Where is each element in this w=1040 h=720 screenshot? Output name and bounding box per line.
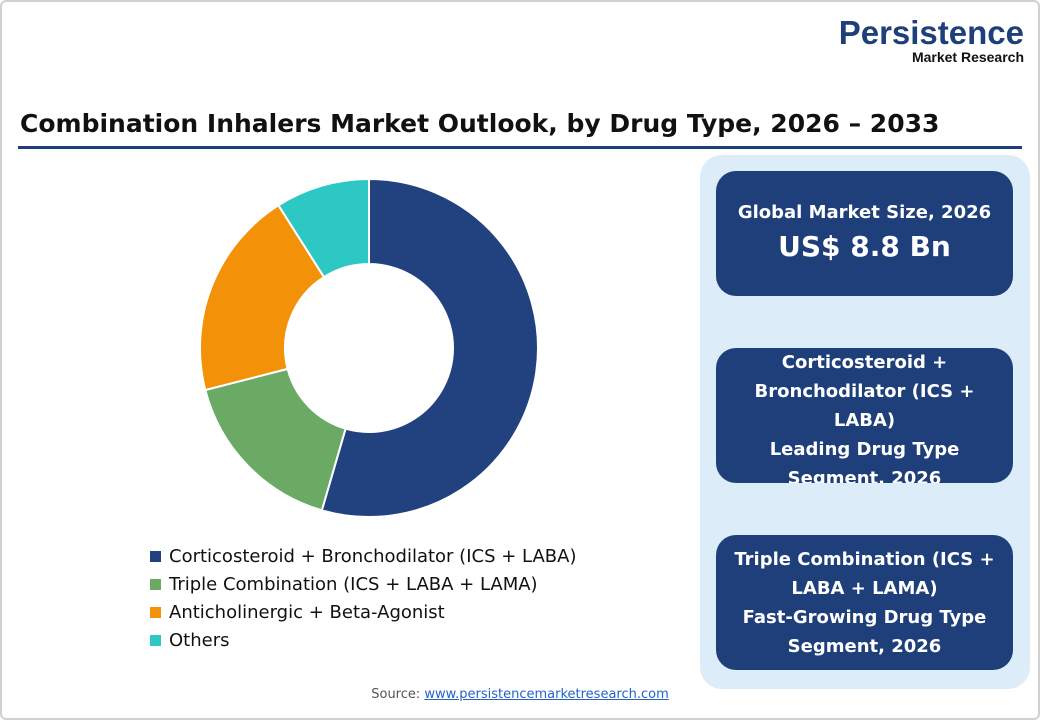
legend-swatch [150,578,161,590]
legend-swatch [150,550,161,562]
market-size-card: Global Market Size, 2026 US$ 8.8 Bn [716,171,1013,296]
logo-name: Persistence [838,14,1024,51]
legend-item: Corticosteroid + Bronchodilator (ICS + L… [150,542,576,570]
donut-slice [199,203,326,392]
chart-title: Combination Inhalers Market Outlook, by … [20,109,940,138]
logo-subtitle: Market Research [911,49,1024,65]
leading-segment-card: Corticosteroid + Bronchodilator (ICS + L… [716,348,1013,483]
card-line: Leading Drug Type [769,439,960,460]
donut-slice [320,177,539,518]
source-label: Source: [371,687,421,702]
legend-label: Others [169,629,230,651]
card-line: LABA + LAMA) [791,578,938,599]
legend-swatch [150,606,161,618]
card-line: LABA) [833,410,896,431]
card-line: Corticosteroid + [781,352,948,373]
title-divider [18,146,1022,149]
source-link[interactable]: www.persistencemarketresearch.com [424,687,669,702]
card-line: Segment, 2026 [787,636,942,657]
legend-label: Triple Combination (ICS + LABA + LAMA) [169,573,538,595]
legend-item: Anticholinergic + Beta-Agonist [150,598,576,626]
fast-growing-card: Triple Combination (ICS + LABA + LAMA) F… [716,535,1013,670]
legend-item: Others [150,626,576,654]
market-size-value: US$ 8.8 Bn [778,230,951,263]
legend-item: Triple Combination (ICS + LABA + LAMA) [150,570,576,598]
donut-chart [199,177,539,518]
card-line: Bronchodilator (ICS + [754,381,975,402]
logo: Persistence Market Research [838,14,1024,65]
donut-slice [204,367,347,512]
card-line: Triple Combination (ICS + [734,549,995,570]
source: Source: www.persistencemarketresearch.co… [0,687,1040,702]
market-size-label: Global Market Size, 2026 [737,202,992,223]
legend-swatch [150,634,161,646]
card-line: Segment, 2026 [787,468,942,483]
legend-label: Anticholinergic + Beta-Agonist [169,601,445,623]
legend: Corticosteroid + Bronchodilator (ICS + L… [150,542,576,654]
legend-label: Corticosteroid + Bronchodilator (ICS + L… [169,545,577,567]
donut-slice [277,177,370,279]
card-line: Fast-Growing Drug Type [742,607,987,628]
